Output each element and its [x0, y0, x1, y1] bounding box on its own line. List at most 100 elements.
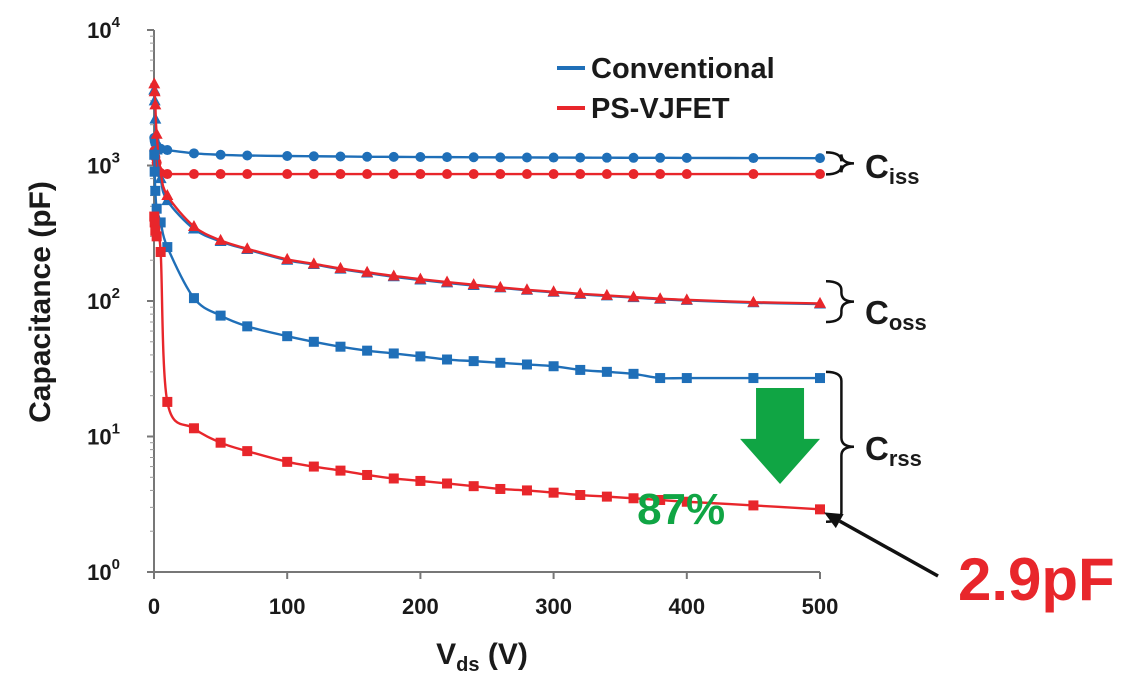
data-point — [150, 185, 161, 196]
data-point — [388, 151, 399, 162]
data-point — [441, 275, 454, 287]
crss-annotation: Crss — [825, 370, 922, 523]
data-point — [187, 219, 200, 231]
y-tick-label-exponent: 1 — [112, 421, 120, 438]
y-axis-title: Capacitance (pF) — [24, 181, 57, 423]
data-point — [442, 354, 453, 365]
data-point — [334, 261, 347, 273]
data-point — [628, 169, 639, 180]
data-point — [242, 169, 253, 180]
x-tick-label: 200 — [402, 594, 439, 619]
data-point — [815, 153, 825, 164]
data-point — [601, 169, 612, 180]
x-axis-title-sub: ds — [456, 654, 479, 676]
data-point — [681, 169, 692, 180]
data-point — [628, 368, 639, 379]
y-tick-label-exponent: 4 — [112, 14, 121, 31]
data-point — [188, 423, 199, 434]
data-point — [601, 152, 612, 163]
data-point — [468, 169, 479, 180]
y-tick-label: 104 — [87, 14, 120, 43]
data-point — [574, 287, 587, 299]
data-point — [495, 357, 506, 368]
data-point — [415, 152, 426, 163]
data-point — [335, 151, 346, 162]
data-point — [600, 288, 613, 300]
data-point — [495, 483, 506, 494]
data-point — [655, 494, 666, 505]
y-tick-label: 100 — [87, 556, 120, 585]
data-point — [215, 437, 226, 448]
y-tick-label-base: 10 — [87, 18, 111, 43]
y-tick-label-exponent: 0 — [112, 556, 120, 573]
data-point — [335, 169, 346, 180]
data-point — [655, 152, 666, 163]
data-point — [307, 257, 320, 269]
data-point — [161, 189, 174, 201]
data-point — [495, 152, 506, 163]
data-point — [188, 293, 199, 304]
data-point — [215, 149, 226, 160]
y-tick-label-base: 10 — [87, 289, 111, 314]
data-point — [627, 290, 640, 302]
data-point — [654, 292, 667, 304]
data-point — [361, 265, 374, 277]
x-axis-title-unit: (V) — [480, 638, 528, 671]
data-point — [521, 152, 532, 163]
plot-area — [148, 77, 826, 515]
data-point — [162, 169, 173, 180]
data-point — [628, 152, 639, 163]
data-point — [468, 481, 479, 492]
data-point — [548, 152, 559, 163]
ciss-label-base: C — [865, 148, 889, 185]
data-point — [335, 341, 346, 352]
data-point — [748, 169, 759, 180]
series-line-conventional-crss — [153, 154, 820, 380]
data-point — [547, 285, 560, 297]
data-point — [162, 396, 173, 407]
data-point — [362, 169, 373, 180]
data-point — [362, 345, 373, 356]
coss-label-sub: oss — [889, 310, 927, 335]
x-axis-title-main: V — [436, 638, 456, 671]
x-tick-label: 400 — [668, 594, 705, 619]
data-point — [681, 373, 692, 384]
data-point — [149, 166, 160, 177]
data-point — [815, 373, 825, 384]
data-point — [155, 217, 166, 228]
y-tick-label: 101 — [87, 421, 120, 450]
data-point — [242, 150, 253, 161]
ciss-brace — [825, 151, 855, 176]
x-tick-label: 100 — [269, 594, 306, 619]
series-line-conventional-ciss — [153, 137, 821, 160]
data-point — [681, 496, 692, 507]
data-point — [149, 211, 160, 222]
legend: Conventional PS-VJFET — [557, 53, 775, 125]
data-point — [575, 364, 586, 375]
data-point — [148, 85, 161, 97]
data-point — [575, 152, 586, 163]
data-point — [548, 169, 559, 180]
y-tick-label: 103 — [87, 150, 120, 179]
x-axis-title: Vds (V) — [436, 638, 528, 676]
data-point — [308, 169, 319, 180]
data-point — [468, 356, 479, 367]
data-point — [601, 491, 612, 502]
data-point — [282, 331, 293, 342]
data-point — [215, 310, 226, 321]
reduction-arrow — [740, 388, 820, 484]
data-point — [814, 296, 826, 308]
x-ticks: 0 100 200 300 400 500 — [148, 572, 838, 619]
y-tick-label-base: 10 — [87, 560, 111, 585]
data-point — [468, 152, 479, 163]
data-point — [214, 233, 227, 245]
y-tick-label-base: 10 — [87, 154, 111, 179]
data-point — [149, 217, 160, 228]
data-point — [748, 500, 759, 511]
x-tick-label: 500 — [802, 594, 839, 619]
reduction-percentage: 87% — [637, 485, 725, 534]
crss-label-base: C — [865, 430, 889, 467]
coss-label: Coss — [865, 294, 927, 335]
data-point — [282, 456, 293, 467]
y-tick-label-exponent: 3 — [112, 150, 120, 167]
